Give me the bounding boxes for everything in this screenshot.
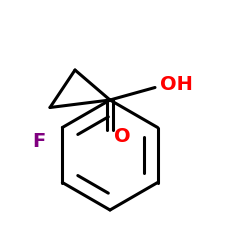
Text: OH: OH — [160, 76, 193, 94]
Text: F: F — [32, 132, 46, 151]
Text: O: O — [114, 127, 130, 146]
